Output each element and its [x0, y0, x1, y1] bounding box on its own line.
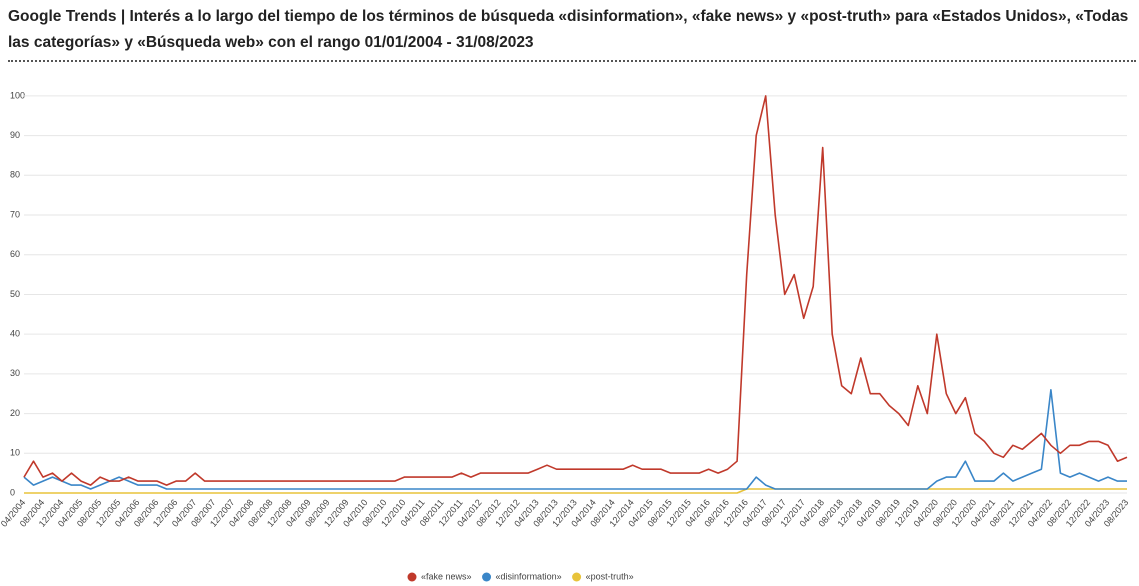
y-tick-label: 60: [10, 249, 20, 259]
chart-title: Google Trends | Interés a lo largo del t…: [8, 4, 1136, 62]
series-line: [23, 95, 1128, 486]
series-line: [23, 389, 1127, 490]
y-tick-label: 100: [10, 90, 25, 100]
y-tick-label: 50: [10, 289, 20, 299]
legend-label: «disinformation»: [496, 571, 562, 581]
series-line: [24, 488, 1127, 494]
y-tick-label: 10: [10, 448, 20, 458]
y-tick-label: 90: [10, 130, 20, 140]
y-tick-label: 20: [10, 408, 20, 418]
legend-label: «fake news»: [421, 571, 472, 581]
legend-label: «post-truth»: [586, 571, 634, 581]
y-tick-label: 40: [10, 329, 20, 339]
legend-swatch: [572, 572, 582, 582]
y-tick-label: 80: [10, 170, 20, 180]
legend-swatch: [482, 572, 492, 582]
y-tick-label: 70: [10, 209, 20, 219]
y-tick-label: 30: [10, 368, 20, 378]
legend-swatch: [407, 572, 417, 582]
y-tick-label: 0: [10, 487, 15, 497]
